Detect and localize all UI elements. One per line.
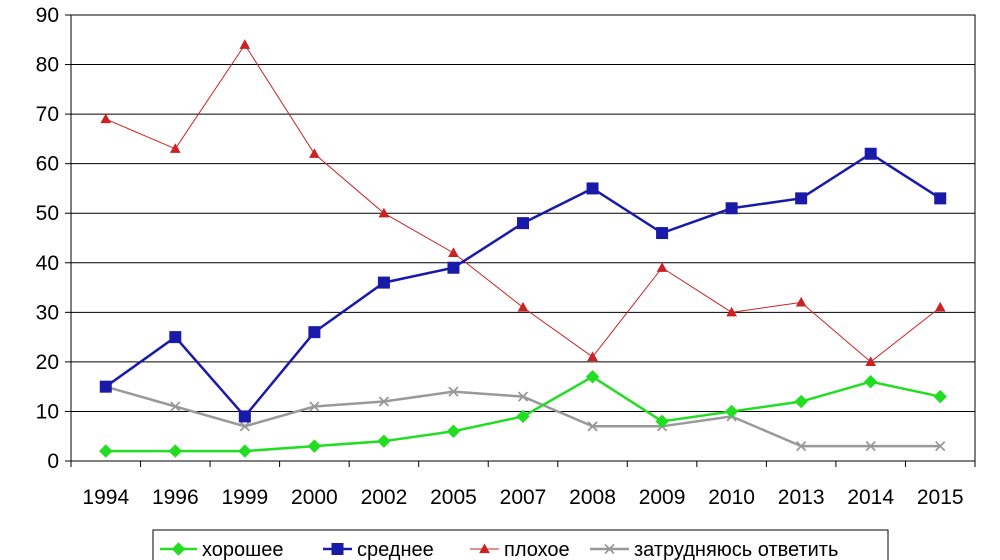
data-point <box>656 227 669 240</box>
legend-item: хорошее <box>160 539 283 560</box>
x-tick-label: 2015 <box>917 486 964 509</box>
data-point <box>238 444 252 458</box>
data-point <box>933 389 947 404</box>
data-point <box>169 143 181 153</box>
y-tick-label: 70 <box>36 103 59 126</box>
data-point <box>517 301 529 312</box>
data-point <box>935 440 946 452</box>
x-tick-label: 2008 <box>569 486 616 509</box>
series-square <box>99 147 947 423</box>
data-point <box>377 434 391 448</box>
legend-marker <box>479 543 490 554</box>
data-point <box>377 276 390 289</box>
x-axis-ticks: 1994 1996 1999 2000 2002 2005 2007 2008 2009 2010… <box>70 461 976 509</box>
data-point <box>865 440 876 452</box>
x-tick-label: 2009 <box>639 486 686 509</box>
data-point <box>448 247 459 257</box>
data-point <box>934 192 947 205</box>
x-tick-label: 2007 <box>500 486 547 509</box>
data-point <box>168 444 183 458</box>
plot-area <box>70 14 976 462</box>
legend-item: плохое <box>470 539 570 560</box>
data-point <box>170 401 181 412</box>
data-point <box>656 262 668 272</box>
y-tick-label: 40 <box>36 252 59 275</box>
series-triangle <box>100 39 946 366</box>
data-point <box>517 391 529 402</box>
legend-item: затрудняюсь ответить <box>590 539 838 560</box>
data-point <box>795 296 807 307</box>
y-tick-label: 0 <box>47 450 59 473</box>
legend-marker <box>171 542 186 556</box>
legend-marker <box>331 543 344 555</box>
data-point <box>725 202 738 215</box>
data-point <box>864 147 877 160</box>
data-point <box>239 39 251 49</box>
legend-marker <box>604 543 615 555</box>
legend: хорошее среднее плохое затрудняюсь ответить <box>152 529 889 560</box>
data-point <box>378 207 390 218</box>
x-tick-label: 1999 <box>221 486 268 509</box>
data-point <box>238 410 251 423</box>
data-point <box>795 192 808 205</box>
data-point <box>448 386 459 397</box>
data-point <box>446 424 461 438</box>
y-tick-label: 90 <box>36 4 59 27</box>
data-point <box>726 306 737 317</box>
legend-label: среднее <box>357 539 434 560</box>
data-point <box>934 301 946 312</box>
y-tick-label: 20 <box>36 351 59 374</box>
legend-label: хорошее <box>202 539 283 560</box>
data-point <box>585 370 600 384</box>
legend-box <box>152 529 889 560</box>
y-axis-ticks: 0 10 20 30 40 50 60 70 80 90 <box>36 4 71 473</box>
x-tick-label: 2010 <box>708 486 755 509</box>
data-point <box>307 439 322 453</box>
y-tick-label: 80 <box>36 54 59 77</box>
data-point <box>655 414 669 429</box>
x-tick-label: 1994 <box>82 486 129 509</box>
data-point <box>796 440 807 452</box>
data-point <box>309 148 320 158</box>
data-point <box>587 421 598 432</box>
x-tick-label: 2014 <box>847 486 894 509</box>
data-point <box>239 421 250 432</box>
series-group <box>99 39 947 458</box>
data-point <box>378 396 390 407</box>
x-tick-label: 2002 <box>361 486 408 509</box>
data-point <box>863 375 878 389</box>
data-point <box>100 113 112 124</box>
y-tick-label: 50 <box>36 202 59 225</box>
x-tick-label: 2000 <box>291 486 338 509</box>
x-tick-label: 1996 <box>152 486 199 509</box>
data-point <box>517 217 529 230</box>
data-point <box>447 261 460 274</box>
x-tick-label: 2005 <box>430 486 477 509</box>
data-point <box>308 326 321 339</box>
y-tick-label: 10 <box>36 400 59 423</box>
data-point <box>794 394 808 409</box>
data-point <box>99 444 113 458</box>
data-point <box>586 182 599 195</box>
series-diamond <box>99 370 947 458</box>
data-point <box>724 404 739 419</box>
data-point <box>99 380 112 393</box>
x-tick-label: 2013 <box>778 486 825 509</box>
legend-label: плохое <box>504 539 570 560</box>
gridlines <box>71 64 975 412</box>
legend-label: затрудняюсь ответить <box>634 539 838 560</box>
y-tick-label: 60 <box>36 153 59 176</box>
legend-item: среднее <box>323 539 434 560</box>
y-tick-label: 30 <box>36 301 59 324</box>
data-point <box>865 356 877 366</box>
data-point <box>516 409 530 424</box>
data-point <box>169 331 182 344</box>
data-point <box>587 351 598 362</box>
data-point <box>309 401 320 412</box>
